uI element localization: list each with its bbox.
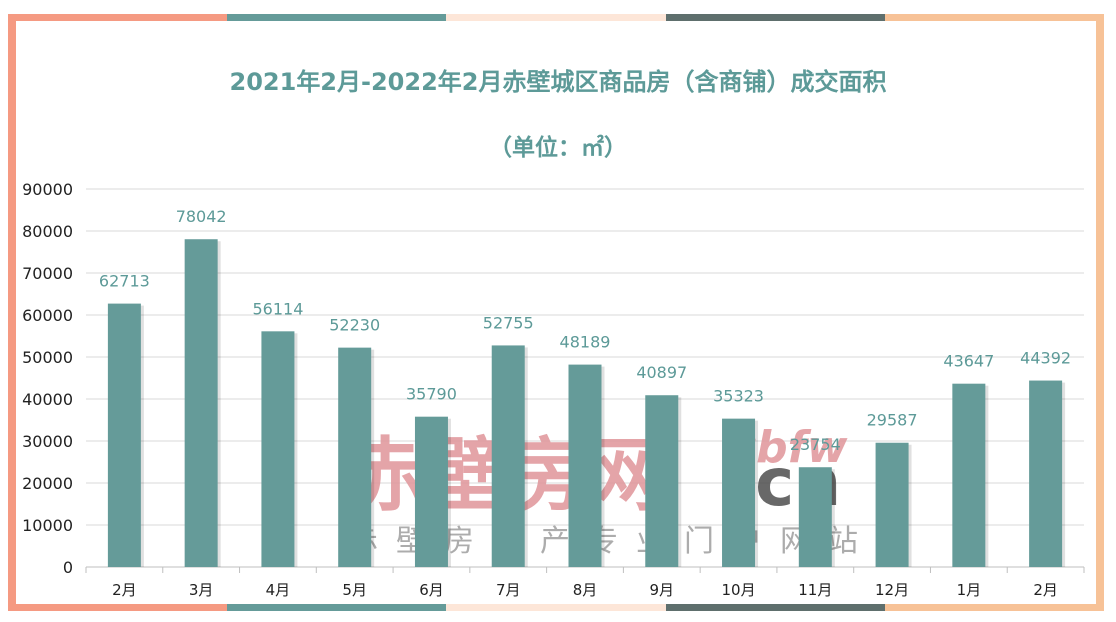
y-tick-label: 50000 [22,348,73,367]
data-label: 35790 [406,385,457,404]
y-tick-label: 40000 [22,390,73,409]
y-tick-label: 0 [63,558,73,577]
bar [1029,380,1063,567]
x-tick-label: 5月 [342,581,367,599]
bar [184,239,218,567]
data-label: 43647 [943,352,994,371]
bar [491,345,525,567]
data-label: 35323 [713,387,764,406]
frame-stripe-segment [446,14,667,21]
frame-stripe-segment [884,14,1105,21]
x-tick-label: 4月 [266,581,291,599]
frame-left-border [8,14,16,611]
y-tick-label: 20000 [22,474,73,493]
data-label: 44392 [1020,349,1071,368]
data-label: 78042 [176,207,227,226]
frame-stripe-segment [665,14,886,21]
bar [875,442,909,567]
x-tick-label: 6月 [419,581,444,599]
bar [107,303,141,567]
data-labels: 62713 78042 56114 52230 35790 52755 48189 40897… [99,207,1071,454]
frame-stripe-segment [665,604,886,611]
y-tick-label: 80000 [22,222,73,241]
y-axis-labels: 0 10000 20000 30000 40000 50000 60000 70000 8000… [22,180,73,577]
chart-title: 2021年2月-2022年2月赤壁城区商品房（含商铺）成交面积 [229,68,887,96]
frame-stripe-segment [227,14,447,21]
data-label: 56114 [252,299,303,318]
x-tick-label: 10月 [721,581,755,599]
x-tick-label: 7月 [496,581,521,599]
bar [798,467,832,567]
x-tick-label: 1月 [957,581,982,599]
x-tick-label: 12月 [875,581,909,599]
frame-stripe-segment [884,604,1105,611]
chart-subtitle: （单位：㎡） [489,135,627,161]
data-label: 29587 [867,411,918,430]
data-label: 23754 [790,435,841,454]
y-tick-label: 70000 [22,264,73,283]
bar [414,416,448,567]
bar [952,383,986,567]
bar [261,331,295,567]
data-label: 40897 [636,363,687,382]
data-label: 52230 [329,316,380,335]
bar [645,395,679,567]
data-label: 62713 [99,272,150,291]
frame-stripe-segment [8,14,228,21]
y-tick-label: 60000 [22,306,73,325]
x-tick-label: 8月 [573,581,598,599]
frame-stripe-segment [446,604,667,611]
bar [568,364,602,567]
frame-stripe-segment [227,604,447,611]
y-tick-label: 10000 [22,516,73,535]
data-label: 48189 [560,333,611,352]
y-tick-label: 90000 [22,180,73,199]
frame-stripe-segment [8,604,228,611]
frame-right-border [1096,14,1104,611]
x-axis: 2月 3月 4月 5月 6月 7月 8月 9月 10月 11月 12月 1月 2月 [85,567,1085,599]
x-tick-label: 11月 [798,581,832,599]
x-tick-label: 2月 [1033,581,1058,599]
bar [338,347,372,567]
x-tick-label: 9月 [649,581,674,599]
y-tick-label: 30000 [22,432,73,451]
data-label: 52755 [483,313,534,332]
x-tick-label: 3月 [189,581,214,599]
bars [107,239,1066,567]
x-tick-label: 2月 [112,581,137,599]
bar [722,418,756,567]
